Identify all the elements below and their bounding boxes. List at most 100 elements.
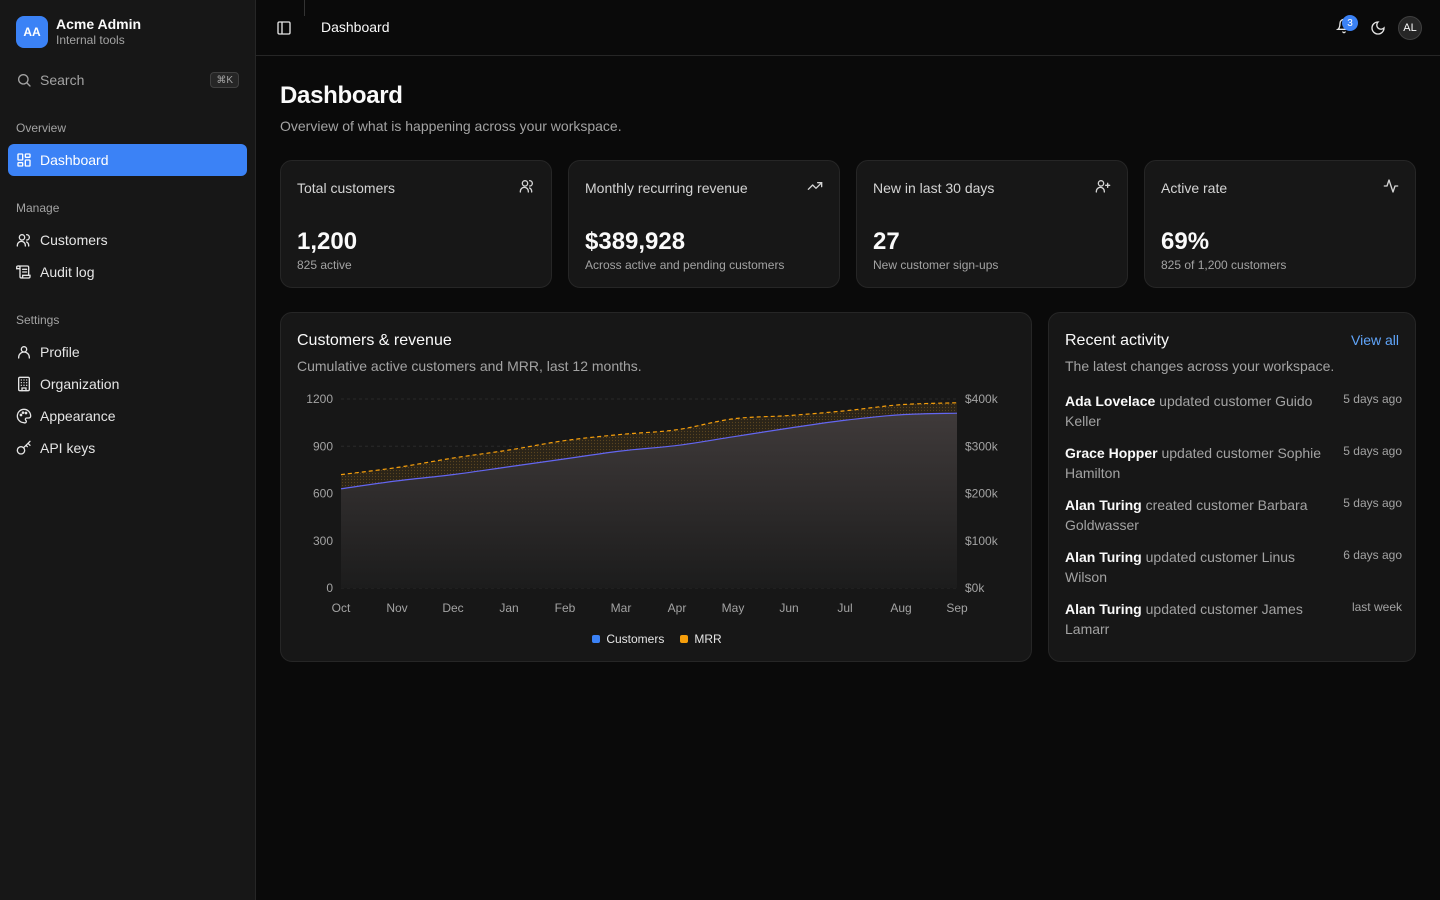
stat-card-new-customers: New in last 30 days 27 New customer sign… (856, 160, 1128, 288)
legend-item-customers[interactable]: Customers (592, 632, 664, 646)
x-tick-label: Feb (555, 601, 576, 615)
sidebar-item-label: Appearance (40, 408, 116, 424)
notifications-button[interactable]: 3 (1335, 15, 1358, 38)
chart-legend: Customers MRR (281, 632, 1033, 646)
x-tick-label: Oct (332, 601, 351, 615)
activity-action: created customer Barbara Goldwasser (1065, 497, 1308, 533)
stat-value: 27 (873, 228, 900, 255)
legend-label: Customers (606, 632, 665, 646)
brand-subtitle: Internal tools (56, 33, 125, 47)
x-tick-label: Aug (890, 601, 911, 615)
view-all-link[interactable]: View all (1351, 332, 1399, 348)
sidebar-toggle-button[interactable] (272, 16, 296, 40)
brand-logo: AA (16, 16, 48, 48)
search-label: Search (40, 72, 85, 88)
x-tick-label: May (722, 601, 745, 615)
users-icon (16, 234, 30, 247)
stat-subtext: 825 active (297, 258, 352, 272)
moon-icon (1371, 21, 1385, 35)
stat-title: New in last 30 days (873, 180, 995, 196)
sidebar-item-label: Profile (40, 344, 80, 360)
activity-item: Grace Hopper updated customer Sophie Ham… (1065, 443, 1402, 483)
activity-time: 5 days ago (1343, 444, 1402, 458)
stat-value: 1,200 (297, 228, 358, 255)
sidebar-item-api-keys[interactable]: API keys (8, 432, 247, 464)
page-title: Dashboard (280, 82, 403, 109)
activity-actor: Ada Lovelace (1065, 393, 1156, 409)
chart-description: Cumulative active customers and MRR, las… (297, 358, 642, 374)
x-tick-label: Jun (779, 601, 798, 615)
activity-item: Alan Turing updated customer James Lamar… (1065, 599, 1402, 639)
user-avatar[interactable]: AL (1398, 16, 1422, 40)
sidebar-item-appearance[interactable]: Appearance (8, 400, 247, 432)
palette-icon (16, 408, 32, 424)
customers-revenue-chart: 0 $0k 300 $100k 600 $200k 900 $300k 1200 $400k Oct… (306, 392, 999, 615)
x-tick-label: Jan (499, 601, 518, 615)
sidebar-item-customers[interactable]: Customers (8, 224, 247, 256)
activity-title: Recent activity (1065, 332, 1170, 349)
group-label-manage: Manage (16, 201, 60, 215)
legend-swatch (680, 635, 689, 643)
stat-subtext: Across active and pending customers (585, 258, 785, 272)
header-breadcrumb: Dashboard (321, 19, 390, 35)
stat-card-mrr: Monthly recurring revenue $389,928 Acros… (568, 160, 840, 288)
user-icon (18, 346, 30, 359)
top-header: Dashboard 3 AL (256, 0, 1440, 56)
stat-subtext: 825 of 1,200 customers (1161, 258, 1287, 272)
sidebar-item-dashboard[interactable]: Dashboard (8, 144, 247, 176)
group-label-settings: Settings (16, 313, 60, 327)
sidebar-item-organization[interactable]: Organization (8, 368, 247, 400)
x-tick-label: Apr (668, 601, 687, 615)
stat-title: Monthly recurring revenue (585, 180, 748, 196)
stat-title: Active rate (1161, 180, 1228, 196)
sidebar: AA Acme Admin Internal tools Search ⌘K O… (0, 0, 256, 900)
activity-time: 5 days ago (1343, 496, 1402, 510)
sidebar-item-label: API keys (40, 440, 96, 456)
trending-up-icon (807, 178, 823, 194)
activity-description: The latest changes across your workspace… (1065, 358, 1335, 374)
group-label-overview: Overview (16, 121, 67, 135)
activity-action: updated customer James Lamarr (1065, 601, 1303, 637)
activity-item: Ada Lovelace updated customer Guido Kell… (1065, 391, 1402, 431)
building-icon (18, 376, 30, 392)
y-left-tick-label: 1200 (306, 392, 333, 406)
sidebar-item-audit-log[interactable]: Audit log (8, 256, 247, 288)
y-right-tick-label: $200k (965, 487, 999, 501)
stat-title: Total customers (297, 180, 396, 196)
activity-time: last week (1351, 600, 1402, 614)
x-tick-label: Nov (386, 601, 407, 615)
key-icon (16, 440, 31, 455)
sidebar-item-profile[interactable]: Profile (8, 336, 247, 368)
search-button[interactable]: Search ⌘K (8, 64, 247, 96)
legend-item-mrr[interactable]: MRR (680, 632, 722, 646)
legend-swatch (592, 635, 601, 643)
chart-title: Customers & revenue (297, 332, 452, 349)
user-plus-icon (1095, 178, 1111, 194)
y-right-tick-label: $0k (965, 581, 985, 595)
activity-time: 6 days ago (1343, 548, 1402, 562)
activity-actor: Alan Turing (1065, 549, 1142, 565)
sidebar-item-label: Customers (40, 232, 108, 248)
stat-card-active-rate: Active rate 69% 825 of 1,200 customers (1144, 160, 1416, 288)
customers-area (341, 413, 957, 588)
dashboard-icon (17, 153, 31, 167)
activity-time: 5 days ago (1343, 392, 1402, 406)
panel-left-icon (277, 21, 291, 35)
activity-actor: Alan Turing (1065, 601, 1142, 617)
search-icon (18, 74, 31, 87)
y-left-tick-label: 0 (326, 581, 333, 595)
x-tick-label: Sep (946, 601, 968, 615)
theme-toggle-button[interactable] (1370, 20, 1386, 36)
customers-line (340, 412, 958, 490)
header-divider (304, 0, 305, 16)
users-icon (519, 178, 535, 194)
activity-item: Alan Turing created customer Barbara Gol… (1065, 495, 1402, 535)
brand[interactable]: AA Acme Admin Internal tools (16, 16, 141, 48)
activity-actor: Grace Hopper (1065, 445, 1158, 461)
legend-label: MRR (694, 632, 722, 646)
y-left-tick-label: 900 (313, 439, 333, 453)
y-left-tick-label: 300 (313, 534, 333, 548)
activity-actor: Alan Turing (1065, 497, 1142, 513)
y-right-tick-label: $100k (965, 534, 999, 548)
y-right-tick-label: $300k (965, 439, 999, 453)
